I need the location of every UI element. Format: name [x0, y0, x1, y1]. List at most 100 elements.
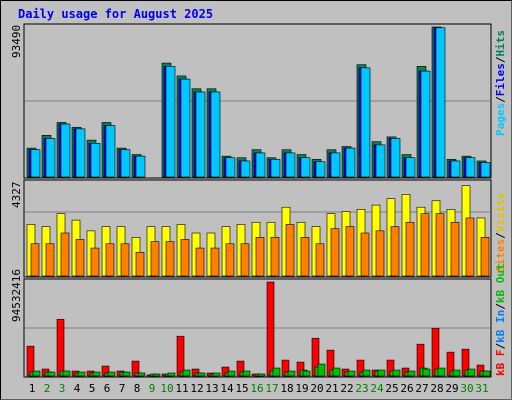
bar-pages-27 — [420, 70, 431, 178]
bar-sites-9 — [150, 241, 160, 277]
bar-kb-out-21 — [332, 367, 341, 377]
bar-kb-out-4 — [77, 371, 86, 377]
bar-pages-11 — [180, 78, 191, 178]
bar-kb-f-3 — [56, 319, 65, 377]
bar-kb-out-23 — [362, 369, 371, 377]
bar-kb-out-26 — [407, 370, 416, 377]
day-label-4: 4 — [73, 382, 81, 395]
bar-sites-31 — [480, 237, 490, 277]
bar-kb-out-29 — [452, 369, 461, 377]
day-label-26: 26 — [400, 382, 414, 395]
bar-sites-17 — [270, 237, 280, 277]
bar-pages-4 — [75, 128, 86, 178]
bar-pages-19 — [300, 157, 311, 178]
bar-sites-11 — [180, 239, 190, 277]
bar-sites-1 — [30, 243, 40, 277]
day-label-7: 7 — [118, 382, 126, 395]
day-label-31: 31 — [475, 382, 489, 395]
bar-sites-21 — [330, 228, 340, 277]
bar-sites-20 — [315, 243, 325, 277]
bar-pages-21 — [330, 152, 341, 178]
bar-kb-out-9 — [152, 373, 161, 377]
bar-kb-out-30 — [467, 368, 476, 377]
bar-kb-out-20 — [317, 363, 326, 377]
bar-kb-out-24 — [377, 369, 386, 377]
bar-kb-f-17 — [266, 281, 275, 377]
day-label-13: 13 — [205, 382, 219, 395]
bar-pages-5 — [90, 143, 101, 178]
bar-sites-19 — [300, 237, 310, 277]
bar-kb-out-1 — [32, 370, 41, 377]
day-label-8: 8 — [133, 382, 141, 395]
bar-sites-2 — [45, 243, 55, 277]
bar-sites-15 — [240, 243, 250, 277]
day-label-20: 20 — [310, 382, 324, 395]
bar-sites-3 — [60, 232, 70, 277]
bar-kb-out-17 — [272, 367, 281, 377]
day-label-6: 6 — [103, 382, 111, 395]
bar-pages-24 — [375, 144, 386, 178]
bar-kb-out-10 — [167, 372, 176, 377]
bar-kb-out-15 — [242, 370, 251, 377]
bar-pages-12 — [195, 91, 206, 178]
day-label-16: 16 — [250, 382, 264, 395]
chart-title: Daily usage for August 2025 — [18, 7, 214, 21]
bar-pages-29 — [450, 160, 461, 178]
day-label-30: 30 — [460, 382, 474, 395]
bar-kb-out-12 — [197, 372, 206, 377]
bar-kb-out-22 — [347, 370, 356, 377]
bar-kb-out-28 — [437, 367, 446, 377]
day-label-17: 17 — [265, 382, 279, 395]
bar-kb-out-19 — [302, 370, 311, 377]
bar-kb-out-7 — [122, 371, 131, 377]
bar-kb-out-11 — [182, 369, 191, 377]
day-label-9: 9 — [148, 382, 156, 395]
day-label-1: 1 — [28, 382, 36, 395]
bar-kb-out-5 — [92, 371, 101, 377]
day-label-10: 10 — [160, 382, 174, 395]
bar-sites-30 — [465, 217, 475, 277]
bar-pages-17 — [270, 159, 281, 178]
bar-pages-16 — [255, 152, 266, 178]
bar-kb-out-14 — [227, 370, 236, 377]
day-label-11: 11 — [175, 382, 189, 395]
bar-sites-27 — [420, 213, 430, 277]
bar-sites-8 — [135, 252, 145, 277]
bar-sites-18 — [285, 224, 295, 277]
bar-sites-16 — [255, 237, 265, 277]
bar-sites-5 — [90, 247, 100, 277]
bar-pages-18 — [285, 152, 296, 178]
bar-sites-22 — [345, 226, 355, 277]
bar-kb-out-27 — [422, 368, 431, 377]
bar-kb-out-3 — [62, 370, 71, 377]
day-label-3: 3 — [58, 382, 66, 395]
day-label-5: 5 — [88, 382, 96, 395]
bar-pages-25 — [390, 138, 401, 178]
bar-kb-out-25 — [392, 369, 401, 377]
bar-kb-out-2 — [47, 371, 56, 377]
bar-sites-29 — [450, 221, 460, 277]
bar-sites-28 — [435, 213, 445, 277]
day-label-29: 29 — [445, 382, 459, 395]
day-label-14: 14 — [220, 382, 234, 395]
bar-sites-6 — [105, 243, 115, 277]
bar-pages-30 — [465, 157, 476, 178]
day-label-18: 18 — [280, 382, 294, 395]
day-label-2: 2 — [43, 382, 51, 395]
bar-sites-23 — [360, 232, 370, 277]
bar-sites-10 — [165, 241, 175, 277]
day-label-25: 25 — [385, 382, 399, 395]
bar-pages-1 — [30, 149, 41, 178]
day-label-24: 24 — [370, 382, 384, 395]
bar-pages-26 — [405, 157, 416, 178]
bar-pages-28 — [435, 27, 446, 178]
day-label-23: 23 — [355, 382, 369, 395]
bar-sites-13 — [210, 247, 220, 277]
bar-kb-out-31 — [482, 370, 491, 377]
bar-pages-7 — [120, 149, 131, 178]
day-label-28: 28 — [430, 382, 444, 395]
bar-kb-out-16 — [257, 373, 266, 377]
bar-kb-out-6 — [107, 371, 116, 377]
day-label-21: 21 — [325, 382, 339, 395]
bar-pages-2 — [45, 138, 56, 178]
